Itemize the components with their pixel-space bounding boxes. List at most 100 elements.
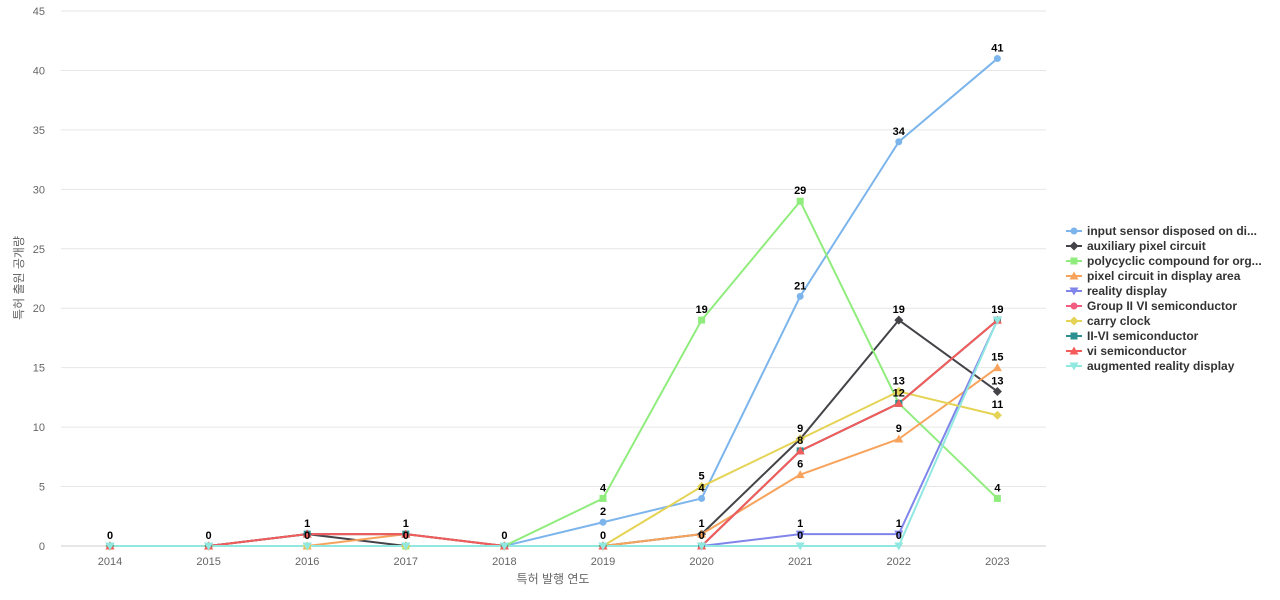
circle-marker xyxy=(993,55,1001,63)
data-label: 0 xyxy=(600,530,606,542)
legend-label: pixel circuit in display area xyxy=(1087,269,1241,283)
triangle-marker xyxy=(992,363,1002,372)
legend-label: vi semiconductor xyxy=(1087,344,1187,358)
legend-item[interactable]: augmented reality display xyxy=(1066,359,1235,373)
legend-item[interactable]: reality display xyxy=(1066,284,1167,298)
data-label: 13 xyxy=(991,375,1003,387)
data-label: 0 xyxy=(206,530,212,542)
y-tick-label: 30 xyxy=(33,184,45,196)
legend-item[interactable]: polycyclic compound for org... xyxy=(1066,254,1262,268)
triangle-down-marker xyxy=(598,542,608,551)
data-label: 1 xyxy=(896,518,902,530)
square-marker xyxy=(599,494,607,502)
diamond-marker xyxy=(992,410,1002,420)
legend-item[interactable]: carry clock xyxy=(1066,314,1151,328)
data-label: 11 xyxy=(992,399,1004,411)
circle-marker xyxy=(1070,302,1078,310)
data-label: 4 xyxy=(994,482,1001,494)
x-tick-label: 2021 xyxy=(788,556,812,568)
data-label: 34 xyxy=(893,126,906,138)
triangle-down-marker xyxy=(894,530,904,539)
data-label: 1 xyxy=(304,518,310,530)
x-tick-label: 2019 xyxy=(591,556,615,568)
series-line xyxy=(110,319,999,547)
triangle-down-marker xyxy=(204,542,214,551)
data-label: 0 xyxy=(403,530,409,542)
legend-label: auxiliary pixel circuit xyxy=(1087,239,1206,253)
x-tick-label: 2015 xyxy=(196,556,220,568)
diamond-marker xyxy=(1069,316,1079,326)
data-label: 19 xyxy=(991,304,1003,316)
circle-marker xyxy=(698,494,706,502)
data-label: 15 xyxy=(991,352,1003,364)
y-axis-title: 특허 출원 공개량 xyxy=(12,236,26,320)
x-tick-label: 2022 xyxy=(887,556,911,568)
series-line xyxy=(110,319,999,547)
x-tick-label: 2023 xyxy=(985,556,1009,568)
series-markers xyxy=(105,55,1002,551)
y-tick-label: 40 xyxy=(33,65,45,77)
data-label: 0 xyxy=(304,530,310,542)
series-line xyxy=(110,319,999,547)
square-marker xyxy=(1070,332,1078,340)
square-marker xyxy=(796,197,804,205)
triangle-down-marker xyxy=(894,542,904,551)
square-marker xyxy=(698,316,706,324)
legend-label: reality display xyxy=(1087,284,1167,298)
legend-label: Group II VI semiconductor xyxy=(1087,299,1237,313)
legend-item[interactable]: Group II VI semiconductor xyxy=(1066,299,1237,313)
circle-marker xyxy=(599,518,607,526)
y-axis-ticks: 0 5 10 15 20 25 30 35 40 45 xyxy=(33,6,45,553)
triangle-down-marker xyxy=(795,542,805,551)
y-tick-label: 25 xyxy=(33,244,45,256)
y-tick-label: 20 xyxy=(33,303,45,315)
triangle-down-marker xyxy=(302,542,312,551)
diamond-marker xyxy=(697,482,707,492)
x-axis-ticks: 2014 2015 2016 2017 2018 2019 2020 2021 2022 2023 xyxy=(98,556,1010,568)
data-label: 4 xyxy=(699,483,706,495)
data-label: 12 xyxy=(893,387,905,399)
series-line xyxy=(110,200,999,547)
legend-label: II-VI semiconductor xyxy=(1087,329,1199,343)
data-label: 6 xyxy=(797,459,803,471)
triangle-down-marker xyxy=(992,316,1002,325)
data-label: 8 xyxy=(797,435,803,447)
triangle-down-marker xyxy=(697,542,707,551)
data-label: 19 xyxy=(893,304,905,316)
diamond-marker xyxy=(795,434,805,444)
data-label: 0 xyxy=(501,530,507,542)
circle-marker xyxy=(796,292,804,300)
series-line xyxy=(110,366,998,547)
data-label: 0 xyxy=(699,530,705,542)
data-label: 9 xyxy=(797,423,803,435)
x-tick-label: 2017 xyxy=(394,556,418,568)
triangle-marker xyxy=(1069,271,1079,280)
diamond-marker xyxy=(894,386,904,396)
legend-item[interactable]: vi semiconductor xyxy=(1066,344,1187,358)
data-label: 0 xyxy=(797,530,803,542)
triangle-down-marker xyxy=(795,530,805,539)
series-line xyxy=(110,319,999,547)
x-tick-label: 2020 xyxy=(689,556,713,568)
legend-label: polycyclic compound for org... xyxy=(1087,254,1262,268)
data-label: 1 xyxy=(797,518,803,530)
legend-label: augmented reality display xyxy=(1087,359,1235,373)
x-axis-title: 특허 발행 연도 xyxy=(517,571,590,586)
x-tick-label: 2016 xyxy=(295,556,319,568)
data-label: 5 xyxy=(699,471,705,483)
legend-item[interactable]: auxiliary pixel circuit xyxy=(1066,239,1206,253)
data-label: 2 xyxy=(600,506,606,518)
y-tick-label: 10 xyxy=(33,422,45,434)
triangle-down-marker xyxy=(499,542,509,551)
data-label: 29 xyxy=(794,185,806,197)
data-label: 1 xyxy=(699,518,705,530)
triangle-marker xyxy=(894,398,904,407)
triangle-marker xyxy=(401,529,411,538)
legend-item[interactable]: pixel circuit in display area xyxy=(1066,269,1241,283)
triangle-marker xyxy=(894,434,904,443)
legend-item[interactable]: II-VI semiconductor xyxy=(1066,329,1199,343)
legend-item[interactable]: input sensor disposed on di... xyxy=(1066,224,1257,238)
series-line xyxy=(110,319,998,547)
x-tick-label: 2018 xyxy=(492,556,516,568)
data-label: 41 xyxy=(991,43,1003,55)
